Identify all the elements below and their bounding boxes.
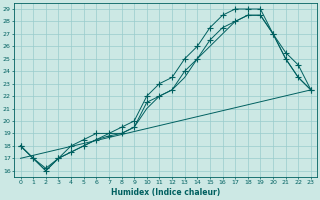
- X-axis label: Humidex (Indice chaleur): Humidex (Indice chaleur): [111, 188, 220, 197]
